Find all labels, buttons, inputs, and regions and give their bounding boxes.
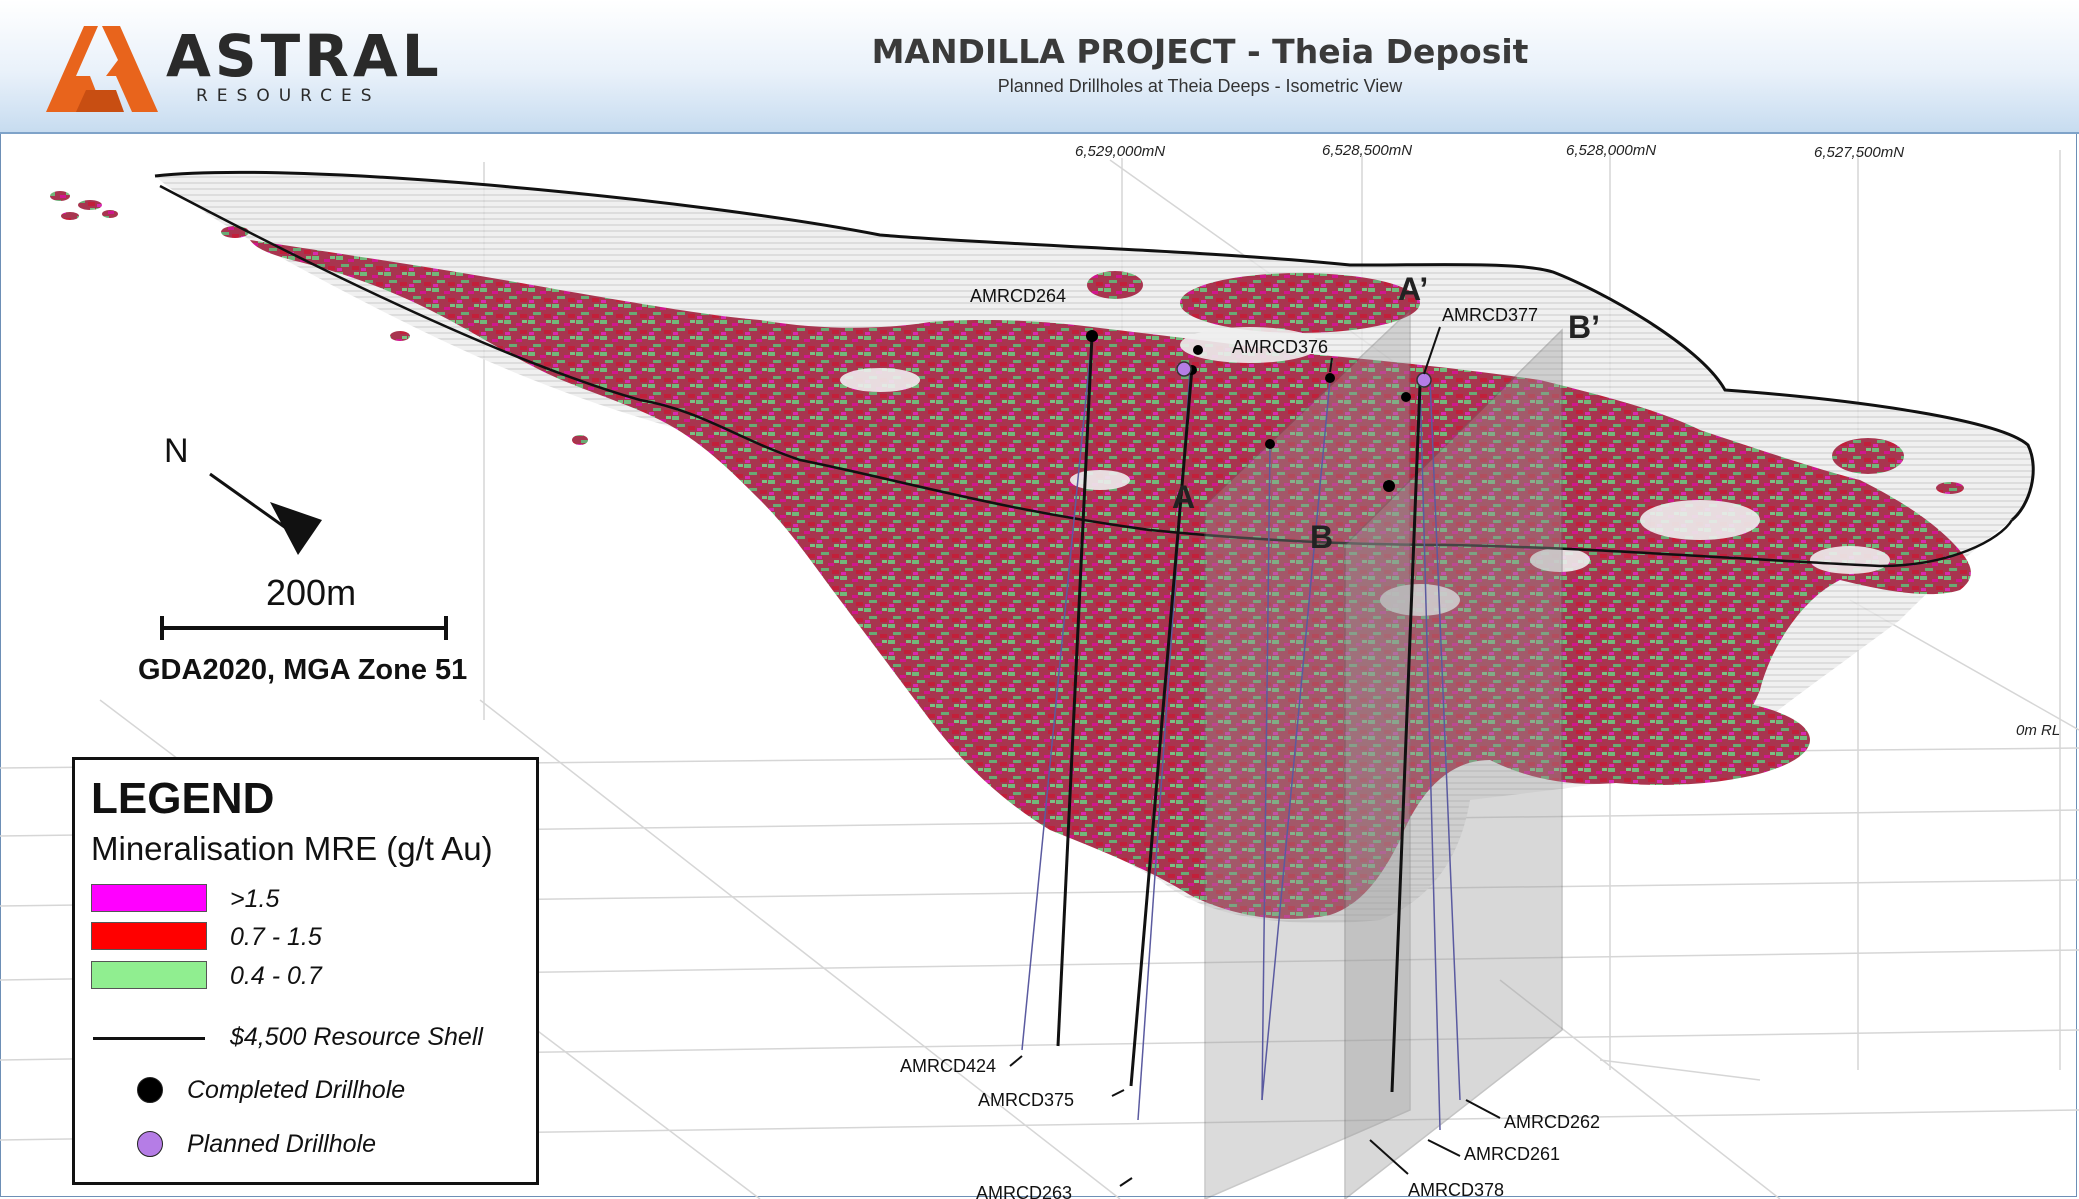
section-label-a-prime: A’ <box>1398 271 1428 307</box>
drillhole-traces <box>1021 335 1461 1131</box>
legend: LEGEND Mineralisation MRE (g/t Au) >1.5 … <box>72 757 539 1185</box>
header: ASTRAL RESOURCES MANDILLA PROJECT - Thei… <box>0 0 2079 134</box>
leader-lines <box>1009 326 1501 1187</box>
isometric-view: 6,529,000mN 6,528,500mN 6,528,000mN 6,52… <box>0 142 2079 1199</box>
logo-subtext: RESOURCES <box>196 86 381 106</box>
northing-label-6527500: 6,527,500mN <box>1814 144 1904 161</box>
legend-subtitle: Mineralisation MRE (g/t Au) <box>91 830 493 867</box>
drillhole-label-amrcd377: AMRCD377 <box>1442 305 1538 325</box>
planned-drillhole-icon <box>1176 361 1192 377</box>
drillhole-label-amrcd263: AMRCD263 <box>976 1183 1072 1199</box>
section-a-plane <box>1204 308 1411 1199</box>
datum-label: GDA2020, MGA Zone 51 <box>138 654 468 686</box>
legend-shell-line-icon <box>93 1037 205 1040</box>
planned-drillhole-icon <box>137 1131 163 1157</box>
drillhole-label-amrcd264: AMRCD264 <box>970 286 1066 306</box>
grid-labels: 6,529,000mN 6,528,500mN 6,528,000mN 6,52… <box>1075 142 2060 739</box>
section-label-b-prime: B’ <box>1568 309 1600 345</box>
drillhole-label-amrcd262: AMRCD262 <box>1504 1112 1600 1132</box>
mineralisation-holes <box>840 327 1890 616</box>
legend-label-shell: $4,500 Resource Shell <box>230 1023 483 1051</box>
north-arrow <box>209 472 322 555</box>
completed-drillhole-icon <box>137 1077 163 1103</box>
legend-label-low: 0.4 - 0.7 <box>230 962 322 990</box>
legend-swatch-high <box>91 884 207 912</box>
north-label: N <box>164 432 189 470</box>
section-planes <box>1204 308 1563 1199</box>
northing-label-6529000: 6,529,000mN <box>1075 143 1165 160</box>
astral-logo: ASTRAL RESOURCES <box>46 20 439 120</box>
section-b-plane <box>1344 328 1563 1199</box>
northing-label-6528000: 6,528,000mN <box>1566 142 1656 159</box>
drillhole-traces-completed <box>1056 335 1422 1093</box>
mineralisation-scatter <box>50 191 1964 494</box>
scale-bar <box>160 616 448 640</box>
rl-label-0m: 0m RL <box>2016 722 2060 739</box>
drillhole-label-amrcd376: AMRCD376 <box>1232 337 1328 357</box>
planned-drillhole-icon <box>1416 372 1432 388</box>
scale-label: 200m <box>266 572 357 613</box>
section-labels: A A’ B B’ <box>1172 271 1600 555</box>
resource-shell-outline-lower <box>159 184 2014 568</box>
legend-label-completed: Completed Drillhole <box>187 1076 406 1104</box>
legend-swatch-mid <box>91 922 207 950</box>
legend-swatch-low <box>91 961 207 989</box>
north-arrow-icon <box>270 502 322 555</box>
drillhole-label-amrcd375: AMRCD375 <box>978 1090 1074 1110</box>
section-label-b: B <box>1310 519 1333 555</box>
legend-label-planned: Planned Drillhole <box>187 1130 377 1158</box>
drillhole-collars <box>1086 330 1432 492</box>
section-label-a: A <box>1172 479 1195 515</box>
completed-drillhole-icon <box>1265 439 1275 449</box>
legend-title: LEGEND <box>91 774 275 823</box>
legend-label-high: >1.5 <box>230 885 280 913</box>
completed-drillhole-icon <box>1401 392 1411 402</box>
resource-shell-outline <box>154 170 2035 522</box>
page-title: MANDILLA PROJECT - Theia Deposit <box>871 32 1529 71</box>
northing-label-6528500: 6,528,500mN <box>1322 142 1412 159</box>
completed-drillhole-icon <box>1193 345 1203 355</box>
logo-wordmark: ASTRAL <box>166 22 443 90</box>
drillhole-label-amrcd424: AMRCD424 <box>900 1056 996 1076</box>
completed-drillhole-icon <box>1086 330 1098 342</box>
completed-drillhole-icon <box>1325 373 1335 383</box>
drillhole-label-amrcd261: AMRCD261 <box>1464 1144 1560 1164</box>
page-subtitle: Planned Drillholes at Theia Deeps - Isom… <box>997 76 1403 96</box>
drillhole-labels: AMRCD264 AMRCD376 AMRCD377 AMRCD424 AMRC… <box>900 286 1600 1199</box>
drillhole-label-amrcd378: AMRCD378 <box>1408 1180 1504 1199</box>
legend-label-mid: 0.7 - 1.5 <box>230 923 322 951</box>
astral-logo-mark-icon <box>46 26 158 112</box>
completed-drillhole-icon <box>1383 480 1395 492</box>
